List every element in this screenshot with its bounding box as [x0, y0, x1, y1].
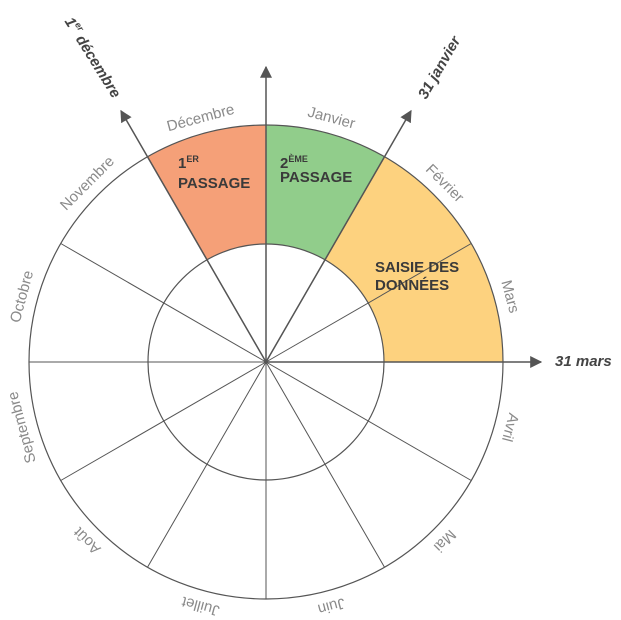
spoke: [147, 361, 267, 568]
marker-label: 1er décembre: [61, 13, 125, 101]
month-label: Septembre: [4, 390, 39, 465]
spoke: [265, 361, 385, 568]
spoke: [60, 243, 267, 363]
phase-label: 1ER PASSAGE: [178, 154, 250, 192]
phase-sector: [266, 125, 385, 260]
month-label: Mars: [497, 278, 522, 315]
marker-label: 31 mars: [555, 353, 612, 370]
month-label: Janvier: [306, 104, 357, 133]
phase-sector: [325, 156, 503, 362]
phase-label: SAISIE DES DONNÉES: [375, 259, 459, 294]
month-label: Octobre: [7, 269, 37, 325]
month-label: Novembre: [57, 153, 118, 214]
spoke: [265, 361, 472, 481]
spoke: [265, 243, 472, 363]
month-label: Juillet: [179, 593, 221, 620]
month-label: Mai: [430, 526, 459, 555]
arrow: [120, 109, 267, 363]
month-label: Août: [70, 523, 104, 557]
spoke: [60, 361, 267, 481]
marker-label: 31 janvier: [415, 33, 465, 102]
phase-label: 2ÈME PASSAGE: [280, 154, 352, 186]
month-label: Avril: [498, 411, 522, 443]
arrow: [265, 109, 412, 363]
month-label: Juin: [316, 594, 347, 618]
phase-sector: [147, 125, 266, 260]
